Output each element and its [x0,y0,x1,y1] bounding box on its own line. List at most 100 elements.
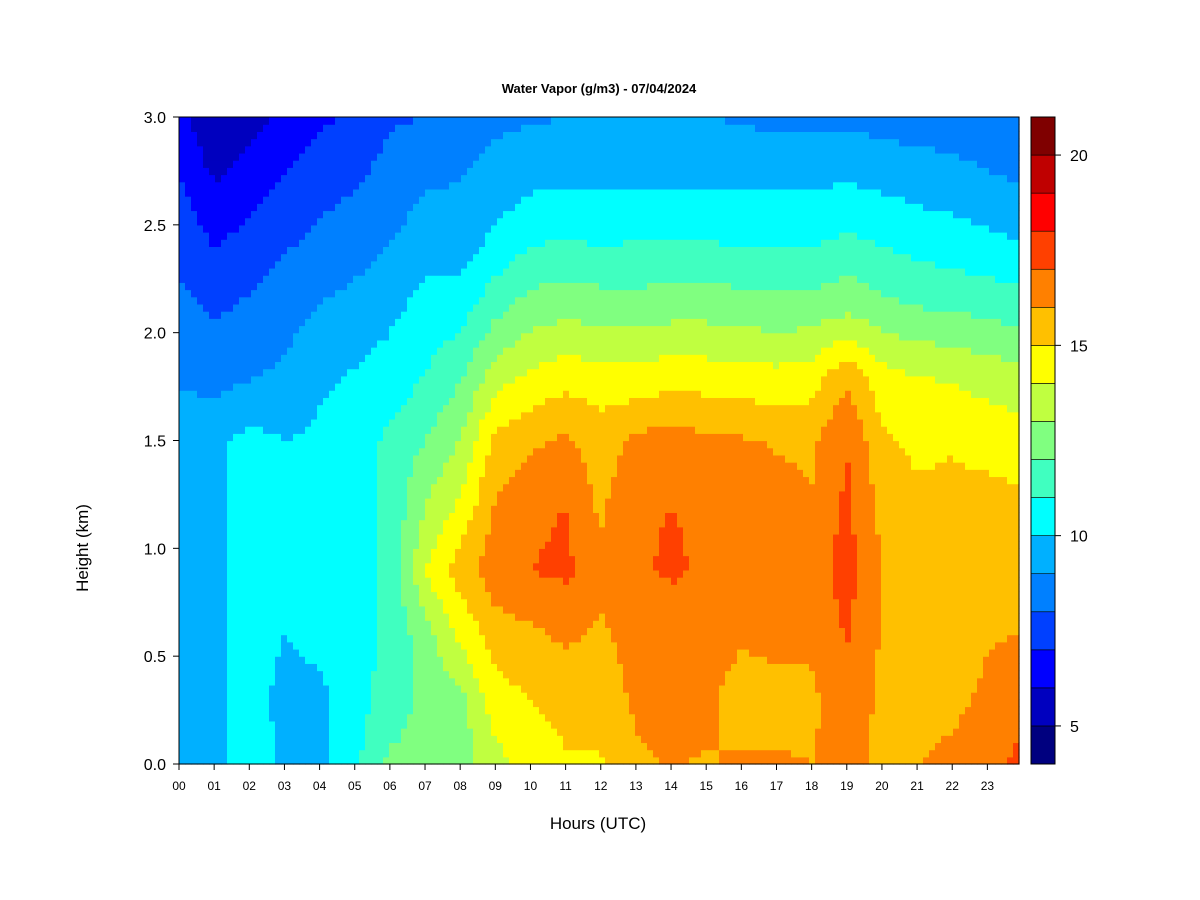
heatmap-cell [275,720,282,729]
heatmap-cell [371,548,378,557]
heatmap-cell [281,347,288,355]
heatmap-cell [281,339,288,348]
heatmap-cell [245,275,252,283]
heatmap-cell [293,160,300,168]
heatmap-cell [245,196,252,204]
heatmap-cell [341,124,348,132]
heatmap-cell [179,397,186,406]
heatmap-cell [425,584,432,593]
heatmap-cell [461,756,468,765]
heatmap-cell [203,124,210,132]
heatmap-cell [461,361,468,370]
heatmap-cell [353,447,360,456]
heatmap-cell [443,505,450,513]
heatmap-cell [491,569,498,578]
heatmap-cell [305,469,312,478]
heatmap-cell [269,296,276,305]
heatmap-cell [365,663,372,672]
heatmap-cell [275,267,282,276]
heatmap-cell [341,332,348,341]
heatmap-cell [371,533,378,542]
heatmap-cell [233,239,240,247]
heatmap-cell [287,339,294,348]
heatmap-cell [317,188,324,197]
heatmap-cell [395,569,402,578]
heatmap-cell [503,339,510,348]
heatmap-cell [407,613,414,621]
heatmap-cell [251,569,258,578]
heatmap-cell [341,267,348,276]
heatmap-cell [233,260,240,269]
heatmap-cell [233,361,240,370]
heatmap-cell [335,160,342,168]
heatmap-cell [221,311,228,319]
heatmap-cell [197,598,204,607]
heatmap-cell [227,390,234,398]
heatmap-cell [227,447,234,456]
heatmap-cell [419,512,426,521]
heatmap-cell [413,217,420,226]
heatmap-cell [347,591,354,600]
heatmap-cell [185,512,192,521]
heatmap-cell [353,361,360,370]
heatmap-cell [197,303,204,312]
heatmap-cell [443,620,450,629]
heatmap-cell [431,555,438,564]
heatmap-cell [383,411,390,420]
heatmap-cell [263,749,270,758]
heatmap-cell [365,160,372,168]
heatmap-cell [365,260,372,269]
heatmap-cell [287,720,294,729]
heatmap-cell [413,289,420,298]
heatmap-cell [239,505,246,513]
heatmap-cell [371,354,378,363]
heatmap-cell [233,354,240,363]
heatmap-cell [281,706,288,715]
heatmap-cell [467,756,474,765]
heatmap-cell [473,318,480,327]
heatmap-cell [239,246,246,255]
heatmap-cell [311,670,318,679]
heatmap-cell [239,512,246,521]
heatmap-cell [203,533,210,542]
heatmap-cell [227,347,234,355]
heatmap-cell [197,648,204,657]
heatmap-cell [191,404,198,413]
heatmap-cell [233,131,240,140]
heatmap-cell [461,742,468,751]
heatmap-cell [221,462,228,470]
heatmap-cell [413,397,420,406]
heatmap-cell [215,526,222,535]
heatmap-cell [371,361,378,370]
heatmap-cell [389,217,396,226]
heatmap-cell [377,728,384,736]
heatmap-cell [383,303,390,312]
heatmap-cell [335,267,342,276]
heatmap-cell [179,684,186,693]
heatmap-cell [185,584,192,593]
heatmap-cell [179,382,186,391]
heatmap-cell [185,634,192,643]
heatmap-cell [425,483,432,492]
heatmap-cell [221,562,228,571]
heatmap-cell [497,210,504,219]
heatmap-cell [365,476,372,485]
heatmap-cell [443,131,450,140]
heatmap-cell [203,296,210,305]
heatmap-cell [497,361,504,370]
heatmap-cell [191,562,198,571]
heatmap-cell [437,174,444,183]
heatmap-cell [221,354,228,363]
heatmap-cell [203,677,210,686]
heatmap-cell [203,275,210,283]
heatmap-cell [389,303,396,312]
heatmap-cell [401,526,408,535]
heatmap-cell [251,526,258,535]
heatmap-cell [209,677,216,686]
heatmap-cell [263,289,270,298]
heatmap-cell [251,613,258,621]
heatmap-cell [431,749,438,758]
heatmap-cell [371,275,378,283]
heatmap-cell [413,684,420,693]
heatmap-cell [431,332,438,341]
